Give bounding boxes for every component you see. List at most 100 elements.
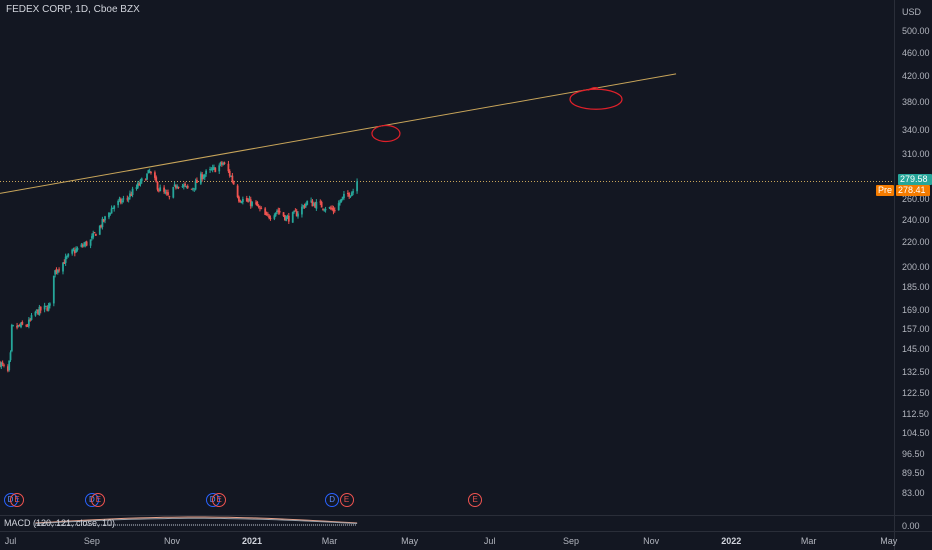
earnings-marker[interactable]: E: [91, 493, 106, 507]
candle-body: [113, 205, 116, 209]
candle-body: [238, 196, 240, 202]
candle-body: [322, 208, 324, 210]
candle-body: [282, 212, 285, 217]
candle-body: [27, 319, 30, 327]
price-tick-label: 260.00: [902, 194, 930, 205]
price-tick-label: 460.00: [902, 47, 930, 58]
candle-body: [138, 183, 141, 186]
candle-body: [0, 362, 3, 367]
candle-body: [172, 186, 175, 198]
macd-zero-tick: 0.00: [902, 521, 920, 531]
candle-body: [236, 185, 239, 198]
candle-body: [184, 183, 187, 186]
candle-body: [332, 208, 335, 212]
candle-body: [287, 215, 290, 222]
candle-body: [257, 205, 260, 207]
chart-title[interactable]: FEDEX CORP, 1D, Cboe BZX: [6, 4, 140, 15]
candle-body: [302, 205, 305, 207]
candle-body: [211, 167, 214, 171]
candle-body: [55, 269, 58, 273]
candle-body: [297, 213, 299, 217]
candle-body: [157, 190, 160, 192]
candle-body: [219, 162, 222, 165]
candle-body: [150, 172, 152, 174]
candle-body: [333, 210, 336, 212]
candle-body: [329, 207, 332, 209]
candle-body: [131, 188, 134, 196]
candle-body: [230, 176, 232, 178]
price-tick-label: 122.50: [902, 387, 930, 398]
earnings-marker[interactable]: E: [212, 493, 227, 507]
candle-body: [129, 193, 131, 198]
candle-body: [154, 172, 156, 178]
candle-body: [176, 185, 179, 189]
candle-body: [90, 236, 93, 239]
candle-body: [20, 323, 22, 328]
candle-body: [177, 186, 180, 188]
candle-body: [341, 196, 344, 199]
time-tick-label: Jul: [483, 536, 496, 546]
candle-body: [320, 202, 323, 208]
candle-body: [315, 201, 318, 209]
candle-body: [223, 162, 226, 164]
candle-body: [58, 269, 60, 271]
currency-label: USD: [902, 7, 922, 17]
candle-body: [108, 212, 110, 218]
candle-body: [117, 200, 120, 206]
candle-body: [193, 188, 196, 190]
candle-body: [277, 210, 280, 212]
price-tick-label: 145.00: [902, 344, 930, 355]
candle-body: [276, 210, 278, 213]
candle-body: [144, 179, 147, 181]
candle-body: [64, 256, 67, 263]
earnings-marker[interactable]: E: [10, 493, 25, 507]
price-tick-label: 89.50: [902, 468, 925, 479]
candle-body: [306, 200, 309, 205]
time-tick-label: Sep: [83, 536, 100, 546]
earnings-marker[interactable]: E: [468, 493, 483, 507]
candle-body: [89, 239, 92, 246]
candle-body: [46, 307, 49, 311]
candle-body: [232, 181, 235, 185]
candle-body: [121, 200, 123, 203]
candle-body: [268, 215, 271, 219]
time-tick-label: 2021: [242, 536, 263, 546]
time-tick-label: Nov: [643, 536, 660, 546]
candle-body: [122, 198, 125, 200]
candle-body: [239, 200, 242, 202]
candle-body: [222, 163, 225, 165]
candle-body: [136, 183, 139, 188]
earnings-marker[interactable]: E: [339, 493, 354, 507]
candle-body: [146, 173, 148, 180]
time-tick-label: May: [401, 536, 419, 546]
candle-body: [83, 244, 85, 247]
macd-legend[interactable]: MACD (120, 121, close, 10): [4, 518, 116, 528]
dividend-marker[interactable]: D: [325, 493, 340, 507]
candle-body: [84, 242, 87, 246]
candle-body: [67, 253, 70, 257]
candle-body: [248, 198, 251, 202]
candle-body: [92, 233, 95, 238]
candle-body: [346, 192, 349, 194]
candle-body: [350, 192, 353, 197]
candle-body: [340, 198, 343, 202]
price-tick-label: 380.00: [902, 96, 930, 107]
candle-body: [323, 209, 326, 211]
price-tick-label: 112.50: [902, 409, 929, 420]
candle-body: [312, 203, 315, 206]
candle-body: [209, 169, 211, 171]
candle-body: [52, 275, 55, 304]
price-tick-label: 185.00: [902, 281, 930, 292]
candle-body: [199, 173, 202, 184]
candle-body: [45, 305, 47, 307]
candle-body: [164, 192, 167, 194]
candle-body: [34, 311, 37, 316]
candle-body: [295, 211, 298, 217]
candle-body: [245, 197, 248, 202]
candle-body: [220, 162, 223, 165]
candle-body: [186, 186, 189, 188]
candle-body: [227, 163, 230, 172]
candle-body: [148, 171, 151, 173]
candle-body: [278, 210, 281, 213]
